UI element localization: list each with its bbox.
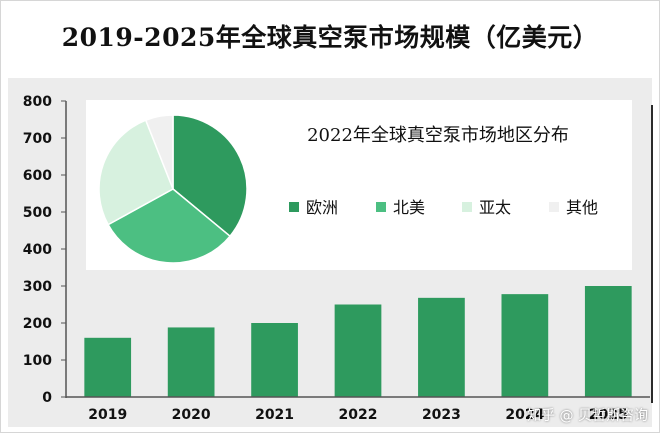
pie-slice-3 [144, 114, 174, 190]
x-tick-label: 2022 [339, 407, 378, 423]
x-axis: 2019 2020 2021 2022 2023 2024 2025 [66, 396, 650, 423]
legend-swatch [376, 202, 386, 212]
y-tick-label: 300 [23, 279, 52, 295]
y-tick-label: 200 [23, 316, 52, 332]
legend-swatch [462, 202, 472, 212]
y-tick-label: 100 [23, 353, 52, 369]
y-axis: 0 100 200 300 400 500 600 700 800 [23, 94, 67, 406]
legend-label: 其他 [566, 198, 598, 217]
pie-slice-2 [98, 119, 174, 226]
bar-series [84, 286, 632, 397]
legend-swatch [549, 202, 559, 212]
chart-title: 2019-2025年全球真空泵市场规模（亿美元） [61, 23, 599, 52]
x-tick-label: 2025 [589, 407, 628, 423]
pie-legend: 欧洲 北美 亚太 其他 [289, 198, 598, 217]
bar-2023 [418, 297, 465, 397]
y-tick-label: 0 [42, 390, 52, 406]
pie-inset: 2022年全球真空泵市场地区分布 欧洲 北美 亚太 其他 [86, 100, 632, 270]
bar-2019 [84, 337, 132, 397]
x-tick-label: 2019 [88, 407, 127, 423]
pie-chart [98, 114, 248, 264]
bar-2020 [167, 327, 215, 397]
bar-2021 [251, 323, 298, 397]
legend-swatch [289, 202, 299, 212]
y-tick-label: 400 [23, 242, 52, 258]
bar-2024 [501, 294, 549, 397]
x-tick-label: 2020 [172, 407, 211, 423]
pie-title: 2022年全球真空泵市场地区分布 [307, 125, 569, 146]
y-tick-label: 600 [23, 168, 52, 184]
x-tick-label: 2024 [505, 407, 544, 423]
bar-2025 [584, 286, 632, 397]
pie-slice-0 [172, 114, 248, 238]
legend-label: 亚太 [479, 198, 511, 217]
right-edge-line [651, 105, 653, 403]
legend-label: 北美 [393, 198, 425, 217]
y-tick-label: 800 [23, 94, 52, 110]
x-tick-label: 2023 [422, 407, 461, 423]
bar-2022 [334, 304, 382, 397]
y-tick-label: 700 [23, 131, 52, 147]
y-tick-label: 500 [23, 205, 52, 221]
pie-slice-1 [107, 188, 232, 264]
x-tick-label: 2021 [255, 407, 294, 423]
watermark: 知乎 @ 贝哲斯咨询 [527, 408, 648, 424]
legend-label: 欧洲 [306, 198, 338, 217]
